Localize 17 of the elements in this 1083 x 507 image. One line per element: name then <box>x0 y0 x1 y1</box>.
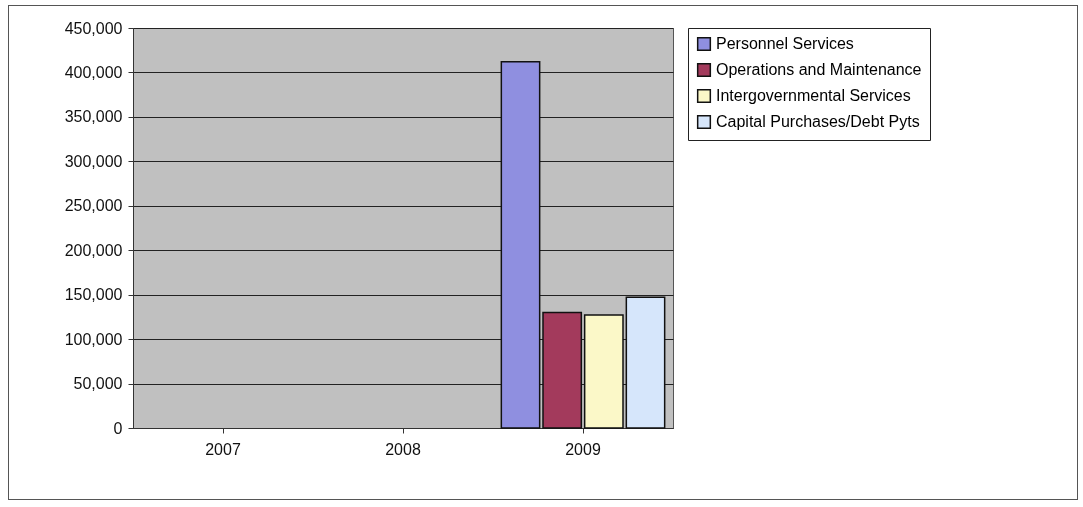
legend-label: Operations and Maintenance <box>716 61 922 78</box>
y-tick-label: 100,000 <box>64 330 123 348</box>
y-tick-label: 300,000 <box>64 152 123 170</box>
y-tick-label: 200,000 <box>64 241 123 259</box>
y-tick-label: 450,000 <box>64 19 123 37</box>
y-tick-label: 400,000 <box>64 63 123 81</box>
legend-label: Personnel Services <box>716 35 854 52</box>
y-tick-label: 350,000 <box>64 108 123 126</box>
y-tick-label: 50,000 <box>73 375 123 393</box>
x-tick-label: 2009 <box>565 440 601 458</box>
x-tick-label: 2008 <box>385 440 421 458</box>
y-tick-label: 150,000 <box>64 286 123 304</box>
legend-label: Capital Purchases/Debt Pyts <box>716 113 920 130</box>
x-tick-label: 2007 <box>205 440 241 458</box>
legend-label: Intergovernmental Services <box>716 87 911 104</box>
y-tick-label: 0 <box>113 419 123 437</box>
y-tick-label: 250,000 <box>64 197 123 215</box>
